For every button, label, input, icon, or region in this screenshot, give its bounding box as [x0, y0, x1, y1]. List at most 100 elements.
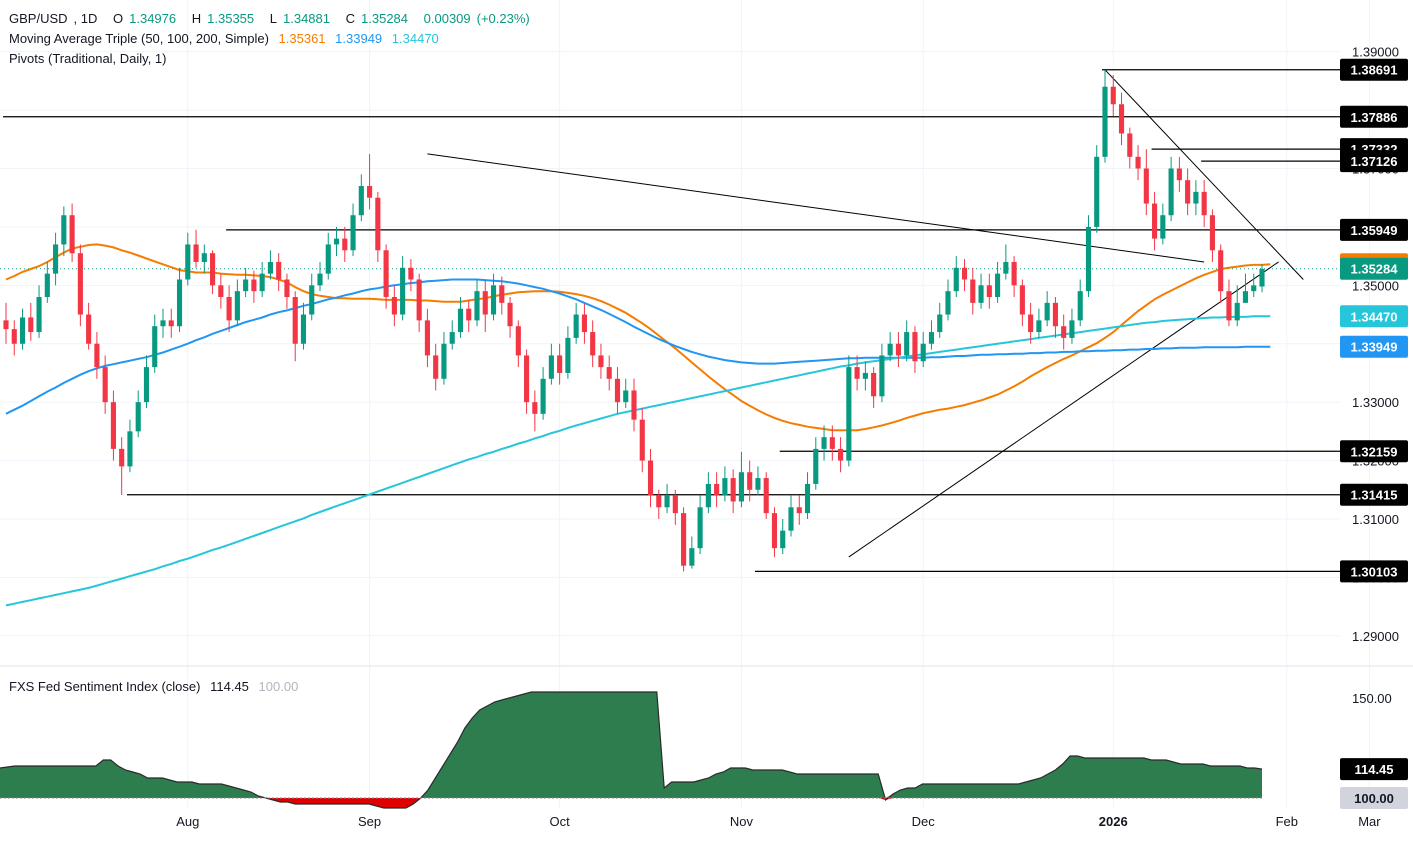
candle-body [69, 215, 75, 254]
candle-body [1226, 291, 1232, 321]
ma-line-50 [5, 243, 1271, 432]
candle-body [970, 279, 976, 303]
candle [995, 261, 1001, 303]
trendline [848, 261, 1279, 558]
candle [524, 349, 530, 414]
pivot-tag: 1.38691 [1340, 58, 1408, 81]
pivot-tag-box [1340, 560, 1408, 583]
candle [515, 320, 521, 368]
candle-body [1011, 261, 1017, 286]
pivot-tag-label: 1.37126 [1351, 154, 1398, 169]
candle [1201, 180, 1207, 227]
change-value: 0.00309 [423, 11, 471, 26]
candle [804, 472, 811, 519]
candle [86, 302, 92, 350]
candle-body [920, 343, 926, 362]
candle [714, 472, 720, 508]
candle-body [780, 530, 786, 549]
candle-body [681, 513, 687, 566]
candle-body [267, 261, 273, 274]
candle [788, 495, 794, 537]
candle [1061, 314, 1067, 350]
candle [1193, 180, 1199, 216]
pivot-tag: 1.30103 [1340, 560, 1408, 583]
candle-body [342, 238, 348, 251]
price-tick-label: 1.39000 [1352, 45, 1399, 60]
candle-body [3, 320, 9, 330]
candle-body [829, 437, 835, 449]
ma-legend[interactable]: Moving Average Triple (50, 100, 200, Sim… [9, 29, 445, 49]
ohlc-close: C 1.35284 [345, 11, 409, 26]
candle-body [276, 261, 282, 280]
candle [19, 308, 26, 350]
sentiment-legend-value: 114.45 [210, 679, 249, 694]
pivot-lines [0, 69, 1340, 572]
candle [557, 343, 563, 385]
candle [218, 273, 224, 309]
candle [590, 320, 596, 368]
candle-body [771, 513, 778, 549]
candle-body [647, 460, 654, 496]
candle [234, 279, 240, 327]
candle [474, 279, 480, 327]
candle-body [747, 472, 753, 490]
candle-body [697, 507, 703, 549]
candle-body [953, 267, 959, 292]
pivot-tag-box [1340, 483, 1408, 506]
symbol-name[interactable]: GBP/USD, 1D [9, 11, 98, 26]
pivot-tag: 1.32159 [1340, 440, 1408, 463]
candle-body [565, 337, 571, 373]
candle-body [813, 448, 819, 484]
candle [1176, 156, 1182, 192]
candle [730, 469, 736, 514]
candle [631, 378, 637, 432]
candle-body [185, 244, 191, 280]
ma200-value: 1.34470 [391, 31, 439, 46]
candle-body [573, 314, 579, 338]
time-tick-label: Mar [1358, 814, 1381, 829]
candle [1160, 203, 1166, 245]
candle [1044, 291, 1050, 327]
candle-body [1152, 203, 1158, 239]
candle [507, 297, 513, 338]
candle [53, 232, 59, 286]
candle [176, 267, 183, 333]
candle [1168, 156, 1174, 222]
candle [325, 232, 331, 280]
candle-body [19, 317, 26, 344]
candle-body [722, 478, 728, 496]
sentiment-base-tag: 100.00 [1340, 787, 1408, 809]
candle [292, 291, 298, 362]
sentiment-legend-base: 100.00 [258, 679, 299, 694]
candle [61, 206, 67, 257]
pivot-tag: 1.35949 [1340, 218, 1408, 241]
candle [193, 229, 199, 268]
candle-body [623, 390, 629, 403]
candle-body [1019, 285, 1025, 315]
pivot-tag-box [1340, 105, 1408, 128]
candle-body [912, 332, 918, 362]
candles [3, 69, 1265, 572]
price-tag-ma200-label: 1.34470 [1351, 309, 1398, 324]
candle [697, 495, 703, 555]
candle [94, 332, 100, 379]
sentiment-area [0, 691, 1263, 809]
candle [267, 250, 273, 280]
candle [367, 153, 373, 210]
sentiment-legend[interactable]: FXS Fed Sentiment Index (close) 114.45 1… [9, 677, 304, 697]
pivots-legend[interactable]: Pivots (Traditional, Daily, 1) [9, 49, 173, 69]
pivot-tag-label: 1.37886 [1351, 110, 1398, 125]
candle [904, 320, 910, 362]
candle [722, 466, 728, 502]
candle-body [193, 244, 199, 262]
candle [143, 355, 150, 408]
candle-body [457, 308, 464, 333]
candle [639, 407, 645, 473]
candle-body [879, 355, 885, 397]
sentiment-value-tag-box [1340, 758, 1408, 781]
candle-body [424, 320, 430, 356]
candle-body [53, 244, 59, 274]
candle-body [1102, 86, 1108, 157]
candle-body [474, 291, 480, 321]
